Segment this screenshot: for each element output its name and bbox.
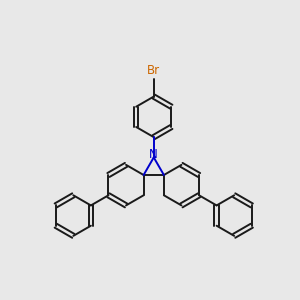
- Text: N: N: [149, 148, 158, 161]
- Text: Br: Br: [147, 64, 160, 77]
